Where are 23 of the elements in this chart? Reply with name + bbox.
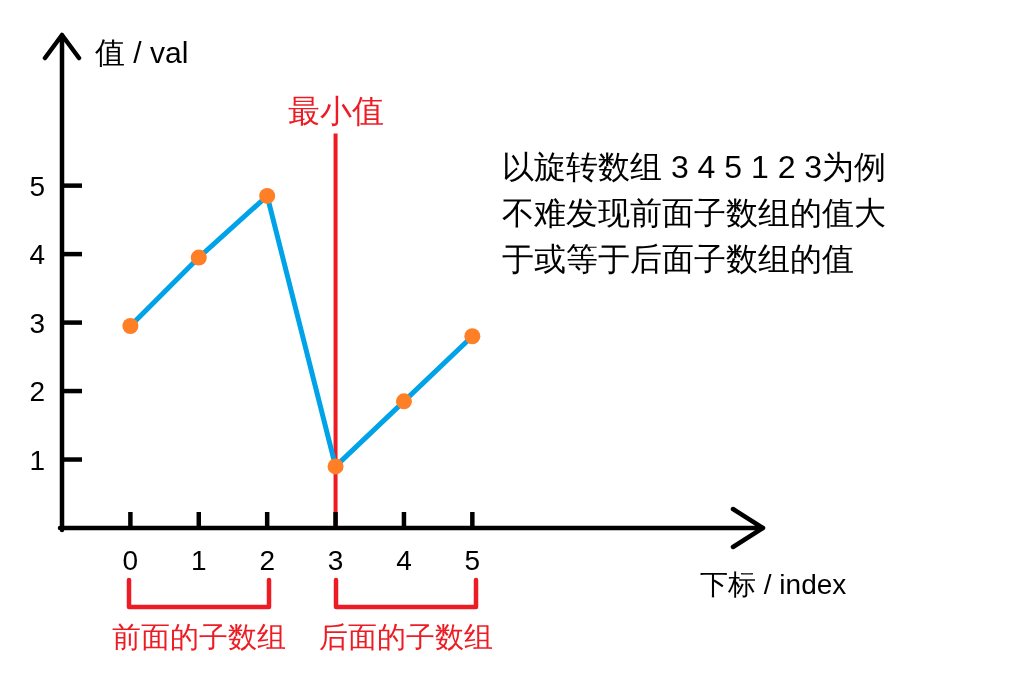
y-tick-label: 4 [29,239,45,271]
ref-line-label: 最小值 [287,92,384,129]
point [464,328,481,345]
y-tick-label: 3 [29,307,45,339]
annotation: 后面的子数组 [319,577,493,653]
point [190,249,207,266]
point [122,318,139,335]
y-tick-label: 5 [29,170,45,202]
x-tick-label: 4 [396,545,412,576]
annotation: 前面的子数组 [112,577,286,653]
x-tick-label: 1 [190,545,207,576]
point [395,393,412,410]
x-tick-label: 2 [259,545,275,576]
y-tick-label: 2 [29,376,45,408]
x-tick-label: 0 [122,545,139,576]
y-tick-label: 1 [29,444,45,476]
ylabel: 值 / val [95,36,189,69]
annotation: 以旋转数组 3 4 5 1 2 3为例不难发现前面子数组的值大于或等于后面子数组的值 [502,149,887,277]
point [327,458,344,475]
x-tick-label: 5 [464,545,481,576]
x-tick-label: 3 [327,545,344,576]
xlabel: 下标 / index [700,569,847,600]
point [259,187,276,204]
